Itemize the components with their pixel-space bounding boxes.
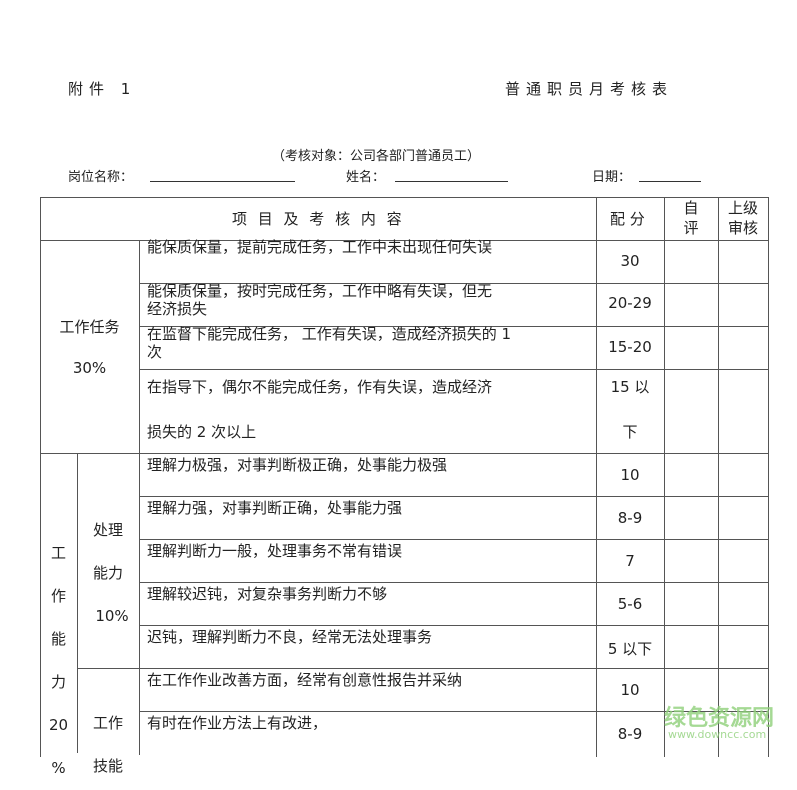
watermark-logo: 绿色资源网 [664, 706, 775, 731]
header-content: 项 目 及 考 核 内 容 [232, 210, 405, 228]
date-label: 日期： [592, 170, 632, 185]
position-label: 岗位名称： [68, 170, 134, 185]
criteria-text: 能保质保量，按时完成任务，工作中略有失误，但无 经济损失 [147, 282, 493, 318]
criteria-text: 在工作作业改善方面，经常有创意性报告并采纳 [147, 671, 463, 689]
watermark-url: www.downcc.com [668, 728, 767, 741]
score-value: 5 以下 [607, 640, 653, 658]
score-value: 15 以下 [610, 378, 650, 441]
date-field[interactable] [639, 181, 701, 182]
criteria-text: 理解力强，对事判断正确，处事能力强 [147, 499, 403, 517]
score-value: 7 [625, 552, 635, 570]
criteria-text: 理解力极强，对事判断极正确，处事能力极强 [147, 456, 448, 474]
score-value: 5-6 [617, 595, 643, 613]
header-superior: 上级 审核 [727, 199, 758, 237]
attachment-label: 附件 1 [68, 80, 137, 98]
header-score: 配 分 [610, 210, 645, 228]
criteria-text: 理解较迟钝，对复杂事务判断力不够 [147, 585, 388, 603]
name-label: 姓名： [346, 170, 386, 185]
name-field[interactable] [395, 181, 508, 182]
criteria-text: 迟钝，理解判断力不良，经常无法处理事务 [147, 628, 433, 646]
criteria-text: 能保质保量，提前完成任务，工作中未出现任何失误 [147, 238, 493, 256]
section-work-task-weight: 30% [72, 359, 107, 377]
subsection-processing-ability: 处理 能力 10% [92, 521, 129, 625]
criteria-text: 在指导下，偶尔不能完成任务，作有失误，造成经济 损失的 2 次以上 [147, 378, 493, 441]
assessment-subject: （考核对象：公司各部门普通员工） [272, 149, 481, 164]
section-work-ability: 工作能力 20% [48, 544, 69, 777]
subsection-work-skills: 工作 技能 [92, 714, 123, 775]
form-title: 普通职员月考核表 [505, 80, 674, 98]
score-value: 10 [620, 466, 640, 484]
criteria-text: 理解判断力一般，处理事务不常有错误 [147, 542, 403, 560]
score-value: 8-9 [617, 725, 643, 743]
header-self: 自评 [683, 199, 699, 237]
score-value: 15-20 [608, 338, 652, 356]
criteria-text: 有时在作业方法上有改进， [147, 714, 328, 732]
section-work-task: 工作任务 [59, 318, 120, 336]
score-value: 10 [620, 681, 640, 699]
score-value: 30 [620, 252, 640, 270]
position-field[interactable] [150, 181, 295, 182]
score-value: 20-29 [608, 294, 652, 312]
score-value: 8-9 [617, 509, 643, 527]
